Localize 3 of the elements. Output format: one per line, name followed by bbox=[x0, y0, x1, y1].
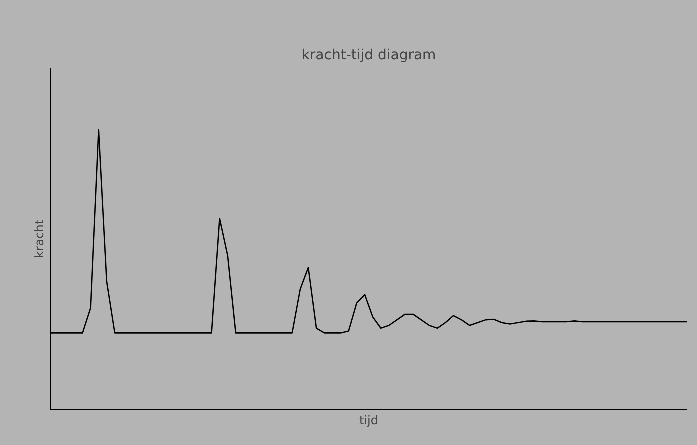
y-axis-title: kracht bbox=[32, 220, 46, 258]
chart-title: kracht-tijd diagram bbox=[302, 48, 436, 64]
x-axis-title: tijd bbox=[360, 414, 379, 428]
